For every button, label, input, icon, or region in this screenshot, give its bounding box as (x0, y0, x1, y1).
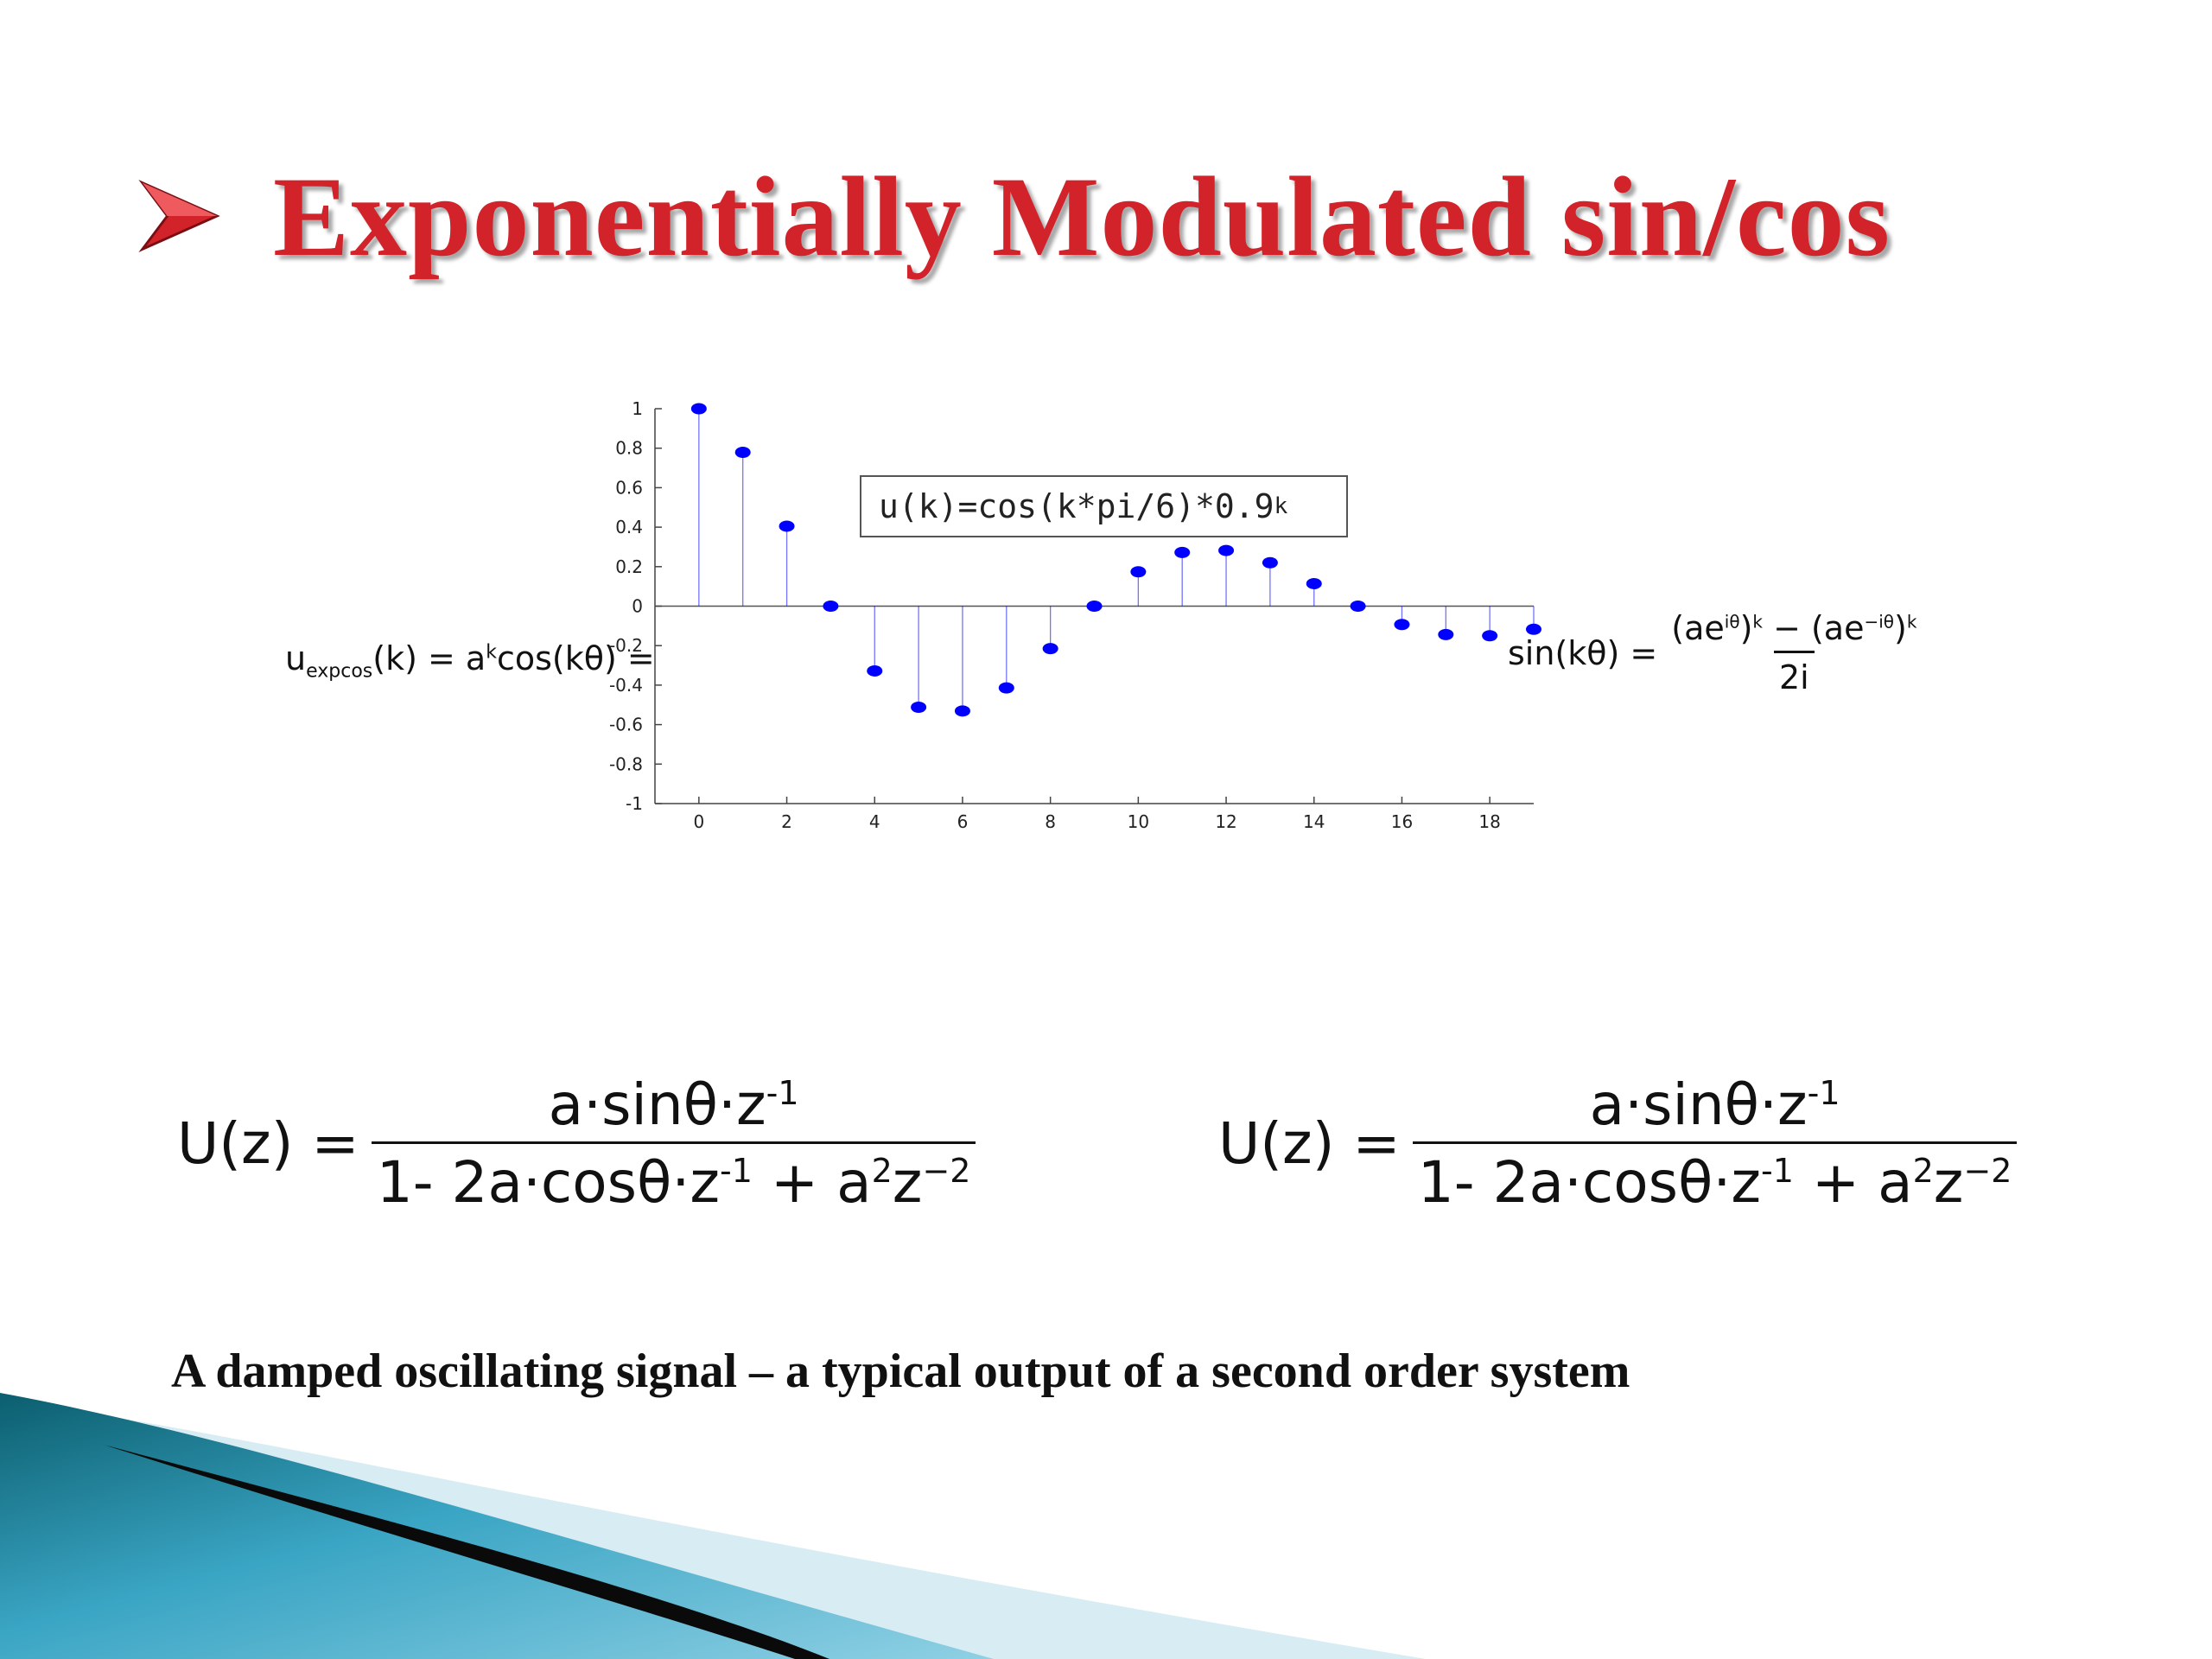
stem-marker (734, 446, 751, 458)
expcos-tail: cos(kθ) = (496, 639, 655, 677)
x-tick-label: 0 (693, 811, 704, 832)
sin-num-sup: k (1752, 611, 1763, 632)
sin-num-part: − (ae (1762, 609, 1865, 647)
expcos-sup: k (486, 641, 497, 664)
uz-den-sup: 2 (1912, 1152, 1934, 1190)
uz-lhs: U(z) = (1218, 1110, 1401, 1177)
uz-den-part: + a (752, 1149, 872, 1216)
x-tick-label: 10 (1128, 811, 1149, 832)
legend-superscript: k (1274, 493, 1288, 519)
x-tick-label: 8 (1045, 811, 1056, 832)
uz-den-sup: -1 (720, 1152, 753, 1190)
x-tick-label: 18 (1478, 811, 1500, 832)
sin-num-part: (ae (1671, 609, 1725, 647)
uz-den-part: 1- 2a·cosθ·z (1417, 1149, 1761, 1216)
stem-marker (911, 701, 927, 713)
stem-marker (1306, 577, 1322, 589)
uz-numerator: a·sinθ·z-1 (543, 1071, 804, 1141)
uz-equation-left: U(z) = a·sinθ·z-1 1- 2a·cosθ·z-1 + a2z−2 (177, 1071, 976, 1216)
sin-equation: sin(kθ) = (aeiθ)k − (ae−iθ)k 2i (1508, 609, 1922, 696)
stem-marker (1174, 546, 1191, 558)
title-row: Exponentially Modulated sin/cos (138, 147, 1891, 285)
stem-marker (1130, 566, 1147, 578)
stem-marker (1086, 601, 1103, 612)
x-tick-label: 16 (1391, 811, 1413, 832)
uz-equation-right: U(z) = a·sinθ·z-1 1- 2a·cosθ·z-1 + a2z−2 (1218, 1071, 2018, 1216)
stem-marker (998, 682, 1014, 694)
sin-num-part: ) (1739, 609, 1753, 647)
stem-marker (1526, 623, 1541, 635)
uz-den-part: 1- 2a·cosθ·z (376, 1149, 720, 1216)
stem-marker (823, 601, 839, 612)
sin-numerator: (aeiθ)k − (ae−iθ)k (1666, 609, 1922, 651)
stem-marker (690, 403, 707, 415)
uz-denominator: 1- 2a·cosθ·z-1 + a2z−2 (1412, 1141, 2018, 1216)
uz-num-sup: -1 (1807, 1074, 1840, 1112)
sin-fraction: (aeiθ)k − (ae−iθ)k 2i (1666, 609, 1922, 696)
y-tick-label: -0.6 (609, 715, 643, 735)
uz-num-sup: -1 (766, 1074, 799, 1112)
uz-den-sup: −2 (922, 1152, 971, 1190)
chart-legend: u(k)=cos(k*pi/6)*0.9 k (860, 475, 1348, 537)
y-tick-label: -0.8 (609, 753, 643, 774)
y-tick-label: 0.2 (615, 556, 643, 577)
sin-num-part: ) (1894, 609, 1907, 647)
uz-fraction: a·sinθ·z-1 1- 2a·cosθ·z-1 + a2z−2 (1412, 1071, 2018, 1216)
uz-den-part: z (1933, 1149, 1964, 1216)
uz-num-part: a·sinθ·z (548, 1071, 766, 1138)
stem-marker (1438, 628, 1454, 640)
uz-den-sup: −2 (1963, 1152, 2012, 1190)
sin-num-sup: −iθ (1864, 611, 1895, 632)
x-tick-label: 2 (781, 811, 792, 832)
slide-title: Exponentially Modulated sin/cos (273, 152, 1891, 280)
stem-marker (1482, 630, 1498, 642)
y-tick-label: -0.2 (609, 635, 643, 656)
x-tick-label: 14 (1303, 811, 1325, 832)
uz-numerator: a·sinθ·z-1 (1585, 1071, 1846, 1141)
stem-marker (954, 705, 970, 717)
y-tick-label: -0.4 (609, 675, 643, 696)
stem-marker (1042, 643, 1058, 655)
sin-lhs: sin(kθ) = (1508, 633, 1658, 672)
slide-caption: A damped oscillating signal – a typical … (171, 1344, 1630, 1398)
uz-num-part: a·sinθ·z (1589, 1071, 1808, 1138)
stem-marker (1218, 544, 1235, 556)
x-tick-label: 12 (1215, 811, 1236, 832)
x-tick-label: 6 (957, 811, 969, 832)
sin-denominator: 2i (1774, 651, 1815, 696)
uz-denominator: 1- 2a·cosθ·z-1 + a2z−2 (371, 1141, 976, 1216)
uz-den-sup: 2 (871, 1152, 893, 1190)
uz-den-sup: -1 (1761, 1152, 1794, 1190)
expcos-rhs: (k) = a (372, 639, 486, 677)
stem-marker (1350, 601, 1366, 612)
y-tick-label: 0.8 (615, 438, 643, 459)
legend-text: u(k)=cos(k*pi/6)*0.9 (879, 487, 1274, 525)
stem-marker (1262, 556, 1278, 569)
stem-marker (1394, 619, 1410, 631)
y-tick-label: 0.6 (615, 477, 643, 498)
stem-marker (867, 664, 883, 677)
uz-den-part: + a (1793, 1149, 1913, 1216)
expcos-equation: uexpcos(k) = akcos(kθ) = (285, 639, 655, 683)
arrow-bullet-icon (138, 180, 220, 252)
expcos-lhs: u (285, 639, 307, 677)
y-tick-label: 0 (632, 596, 643, 617)
uz-lhs: U(z) = (177, 1110, 359, 1177)
uz-den-part: z (892, 1149, 923, 1216)
y-tick-label: -1 (626, 793, 643, 814)
expcos-sub: expcos (306, 660, 373, 683)
x-tick-label: 4 (869, 811, 880, 832)
y-tick-label: 0.4 (615, 517, 643, 537)
uz-fraction: a·sinθ·z-1 1- 2a·cosθ·z-1 + a2z−2 (371, 1071, 976, 1216)
sin-num-sup: k (1906, 611, 1917, 632)
stem-marker (779, 520, 795, 532)
y-tick-label: 1 (632, 398, 643, 419)
sin-num-sup: iθ (1724, 611, 1740, 632)
